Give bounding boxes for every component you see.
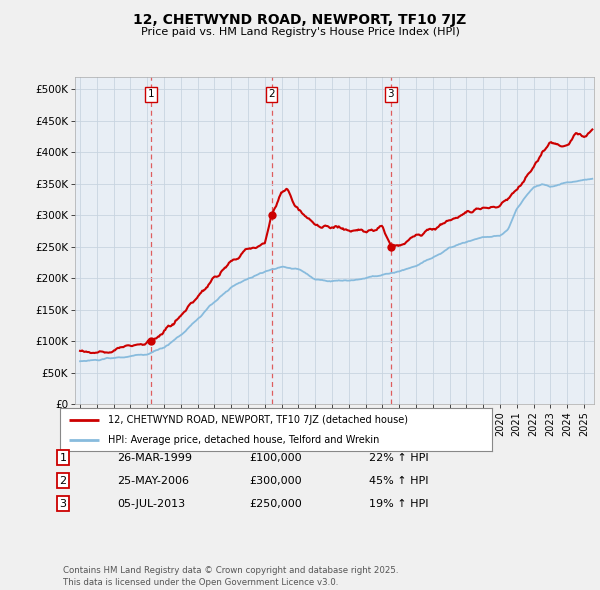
Text: 22% ↑ HPI: 22% ↑ HPI [369,453,428,463]
Text: 3: 3 [388,89,394,99]
Text: 26-MAR-1999: 26-MAR-1999 [117,453,192,463]
Text: HPI: Average price, detached house, Telford and Wrekin: HPI: Average price, detached house, Telf… [107,435,379,445]
Text: Price paid vs. HM Land Registry's House Price Index (HPI): Price paid vs. HM Land Registry's House … [140,27,460,37]
Text: 19% ↑ HPI: 19% ↑ HPI [369,499,428,509]
Text: 2: 2 [59,476,67,486]
Text: 12, CHETWYND ROAD, NEWPORT, TF10 7JZ: 12, CHETWYND ROAD, NEWPORT, TF10 7JZ [133,13,467,27]
Text: 1: 1 [148,89,154,99]
Text: 45% ↑ HPI: 45% ↑ HPI [369,476,428,486]
Text: 3: 3 [59,499,67,509]
Text: 2: 2 [268,89,275,99]
Text: 12, CHETWYND ROAD, NEWPORT, TF10 7JZ (detached house): 12, CHETWYND ROAD, NEWPORT, TF10 7JZ (de… [107,415,407,425]
Text: £100,000: £100,000 [249,453,302,463]
Text: Contains HM Land Registry data © Crown copyright and database right 2025.
This d: Contains HM Land Registry data © Crown c… [63,566,398,587]
Text: 25-MAY-2006: 25-MAY-2006 [117,476,189,486]
Text: £250,000: £250,000 [249,499,302,509]
Text: 05-JUL-2013: 05-JUL-2013 [117,499,185,509]
Text: £300,000: £300,000 [249,476,302,486]
Text: 1: 1 [59,453,67,463]
